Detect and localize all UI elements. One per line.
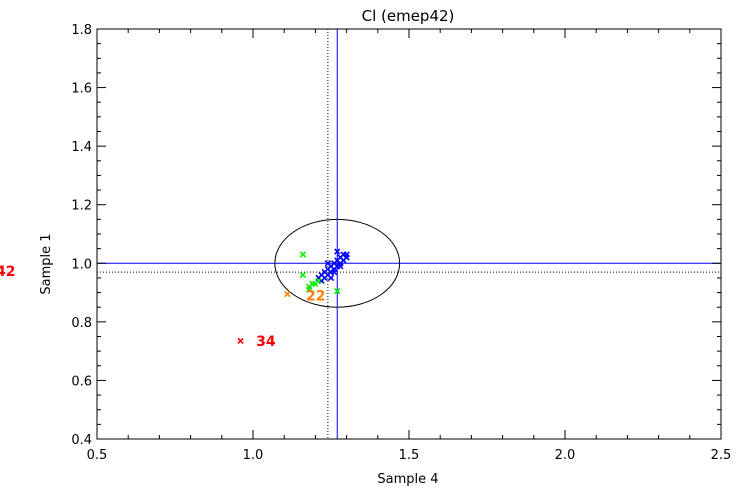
y-tick-label: 1.4 <box>71 140 92 155</box>
plot-frame <box>96 28 722 440</box>
x-tick-label: 0.5 <box>87 448 108 463</box>
data-point <box>334 248 341 255</box>
data-point <box>237 337 244 345</box>
y-tick-label: 1.8 <box>71 23 92 38</box>
x-tick-label: 2.0 <box>555 448 576 463</box>
y-tick-label: 1.2 <box>71 199 92 214</box>
point-label: 22 <box>306 289 325 305</box>
chart-title: Cl (emep42) <box>362 7 455 25</box>
y-tick-label: 1.0 <box>71 257 92 272</box>
y-axis-title: Sample 1 <box>39 233 54 294</box>
y-tick-label: 0.6 <box>71 374 92 389</box>
plot-area: 34 22 <box>97 29 721 439</box>
data-point <box>343 251 350 258</box>
data-point <box>337 263 344 270</box>
y-tick-label: 1.6 <box>71 82 92 97</box>
data-point <box>330 268 338 276</box>
y-tick-label: 0.8 <box>71 316 92 331</box>
confidence-ellipse <box>274 218 401 308</box>
data-point <box>334 287 341 295</box>
data-point <box>327 274 335 282</box>
data-point <box>284 290 291 298</box>
x-tick-label: 1.0 <box>243 448 264 463</box>
x-axis-title: Sample 4 <box>377 472 438 487</box>
data-point <box>324 260 332 267</box>
point-label: 34 <box>256 334 276 350</box>
data-point <box>299 251 307 258</box>
y-tick-label: 0.4 <box>71 433 92 448</box>
x-tick-label: 2.5 <box>711 448 732 463</box>
x-tick-label: 1.5 <box>399 448 420 463</box>
cut-off-point-label: 42 <box>0 264 15 280</box>
data-point <box>299 271 307 279</box>
data-point <box>305 286 313 293</box>
data-point <box>315 277 322 285</box>
axes: 0.5 1.0 1.5 2.0 2.5 0.4 0.6 0.8 1.0 1.2 1.4 1.6 1.8 <box>71 23 731 463</box>
